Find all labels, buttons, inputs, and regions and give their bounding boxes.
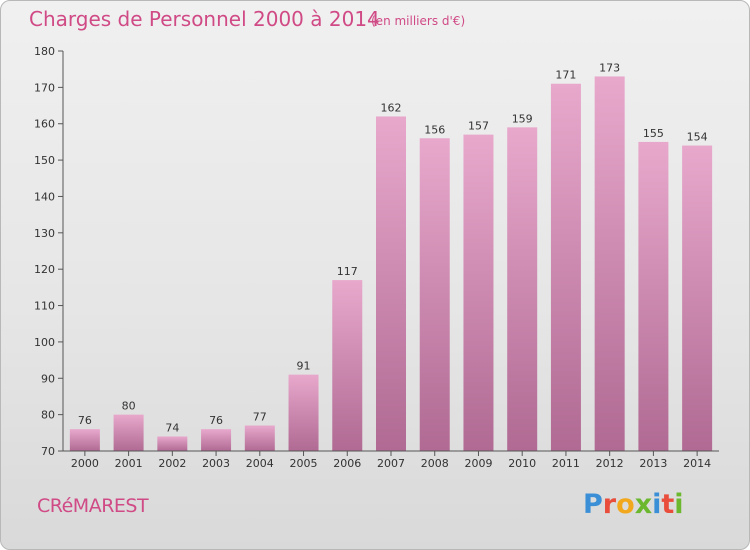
x-axis: 2000 2001 2002 2003 2004 2005 2006 2007 2008 2009… xyxy=(63,450,719,470)
bar xyxy=(376,116,406,452)
logo-letter: i xyxy=(652,489,662,520)
x-tick-label: 2014 xyxy=(683,457,711,470)
x-tick-label: 2000 xyxy=(71,457,99,470)
x-tick-label: 2005 xyxy=(290,457,318,470)
x-tick-label: 2007 xyxy=(377,457,405,470)
logo-letter: r xyxy=(602,489,617,520)
x-tick-label: 2008 xyxy=(421,457,449,470)
logo-letter: i xyxy=(674,489,684,520)
x-tick-label: 2013 xyxy=(639,457,667,470)
y-tick-label: 80 xyxy=(41,409,55,422)
bar-value-label: 76 xyxy=(78,414,92,427)
bar-value-label: 154 xyxy=(687,131,708,144)
x-tick-label: 2006 xyxy=(333,457,361,470)
bar xyxy=(288,374,319,451)
bar xyxy=(638,141,669,451)
bar xyxy=(507,127,538,451)
bar-value-label: 77 xyxy=(253,411,267,424)
bar-value-label: 155 xyxy=(643,127,664,140)
logo-letter: x xyxy=(634,489,653,520)
y-tick-label: 110 xyxy=(34,300,55,313)
y-tick-label: 180 xyxy=(34,45,55,58)
x-tick-label: 2012 xyxy=(596,457,624,470)
x-tick-label: 2001 xyxy=(115,457,143,470)
bar xyxy=(332,280,363,451)
bar xyxy=(69,429,100,451)
y-tick-label: 130 xyxy=(34,227,55,240)
bar-value-label: 156 xyxy=(424,123,445,136)
bar xyxy=(201,429,232,451)
x-tick-label: 2009 xyxy=(464,457,492,470)
bar xyxy=(594,76,625,452)
bar xyxy=(419,138,450,452)
bar xyxy=(463,134,494,452)
chart-subtitle: (en milliers d'€) xyxy=(371,14,466,28)
logo-letter: P xyxy=(583,489,603,520)
y-tick-label: 170 xyxy=(34,81,55,94)
bar xyxy=(157,436,188,451)
y-tick-label: 100 xyxy=(34,336,55,349)
y-tick-label: 120 xyxy=(34,263,55,276)
y-tick-label: 90 xyxy=(41,372,55,385)
bar-value-label: 162 xyxy=(381,101,402,114)
bar-value-label: 173 xyxy=(599,61,620,74)
x-tick-label: 2004 xyxy=(246,457,274,470)
bar-value-label: 117 xyxy=(337,265,358,278)
chart-title: Charges de Personnel 2000 à 2014 xyxy=(29,7,380,31)
bar-value-label: 80 xyxy=(122,400,136,413)
x-tick-label: 2011 xyxy=(552,457,580,470)
bars: 76 80 74 76 77 91 117 162 156 157 159 171 173 155 154 xyxy=(69,61,713,452)
bar xyxy=(244,425,275,451)
y-tick-label: 160 xyxy=(34,118,55,131)
x-tick-label: 2003 xyxy=(202,457,230,470)
bar-value-label: 76 xyxy=(209,414,223,427)
logo-letter: o xyxy=(616,489,635,520)
commune-name: CRéMAREST xyxy=(37,495,149,517)
bar-value-label: 91 xyxy=(297,360,311,373)
proxiti-logo[interactable]: Proxiti xyxy=(583,489,684,520)
x-tick-label: 2002 xyxy=(158,457,186,470)
x-tick-label: 2010 xyxy=(508,457,536,470)
y-tick-label: 150 xyxy=(34,154,55,167)
y-tick-label: 70 xyxy=(41,445,55,458)
bar-value-label: 171 xyxy=(555,69,576,82)
bar-value-label: 157 xyxy=(468,120,489,133)
bar-value-label: 74 xyxy=(165,421,179,434)
bar-value-label: 159 xyxy=(512,112,533,125)
bar xyxy=(682,145,713,451)
y-axis: 70 80 90 100 110 120 130 140 150 160 170 180 xyxy=(34,45,64,458)
y-tick-label: 140 xyxy=(34,190,55,203)
bar xyxy=(113,414,144,451)
bar xyxy=(550,83,581,452)
logo-letter: t xyxy=(661,489,675,520)
